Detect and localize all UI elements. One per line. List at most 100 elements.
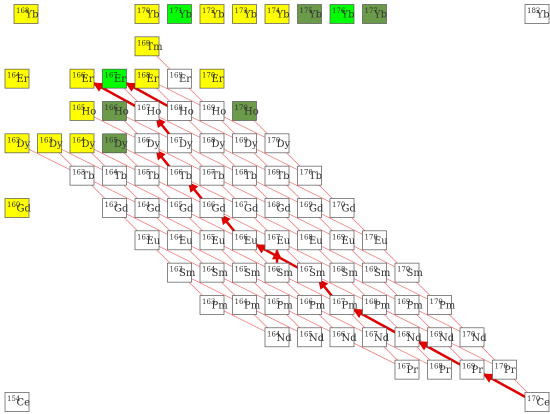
mass-number: 170: [235, 104, 248, 112]
element-symbol: Dy: [82, 139, 96, 150]
element-symbol: Sm: [309, 268, 326, 279]
nuclide-box: [394, 262, 420, 283]
mass-number: 167: [300, 266, 313, 274]
element-symbol: Sm: [179, 268, 196, 279]
nuclide-box: [199, 165, 225, 186]
element-symbol: Dy: [147, 139, 161, 150]
element-symbol: Gd: [342, 203, 357, 214]
nuclide-box: [329, 295, 355, 315]
nuclide-box: [69, 68, 95, 89]
element-symbol: Sm: [407, 268, 424, 279]
element-symbol: Eu: [277, 236, 291, 247]
element-symbol: Yb: [341, 10, 355, 21]
nuclide-box: [13, 4, 39, 24]
nuclide-box: [362, 230, 387, 251]
mass-number: 167: [202, 169, 215, 177]
nuclide-box: [232, 230, 257, 251]
element-symbol: Er: [82, 74, 94, 85]
mass-number: 164: [7, 72, 21, 80]
mass-number: 168: [300, 233, 313, 241]
mass-number: 174: [267, 7, 281, 15]
nuclide-box: [102, 68, 127, 89]
nuclide-box: [199, 295, 225, 315]
mass-number: 169: [170, 72, 183, 80]
flow-arrow: [417, 340, 462, 367]
element-symbol: Gd: [277, 203, 292, 214]
element-symbol: Pr: [472, 365, 484, 376]
mass-number: 163: [105, 201, 118, 209]
mass-number: 169: [397, 298, 410, 306]
mass-number: 164: [267, 330, 281, 338]
element-symbol: Ho: [179, 106, 194, 117]
element-symbol: Pm: [309, 300, 326, 311]
nuclide-box: [134, 68, 160, 89]
nuclide-box: [199, 101, 225, 121]
element-symbol: Nd: [472, 333, 488, 344]
element-symbol: Pm: [342, 300, 359, 311]
element-symbol: Eu: [147, 236, 161, 247]
mass-number: 163: [137, 233, 150, 241]
mass-number: 166: [72, 72, 86, 80]
mass-number: 163: [170, 266, 183, 274]
nuclide-box: [134, 198, 160, 218]
nuclide-box: [297, 262, 322, 283]
nuclide-box: [199, 262, 225, 283]
element-symbol: Ho: [212, 106, 227, 117]
element-symbol: Ce: [17, 397, 31, 408]
nuclide-box: [459, 359, 485, 380]
element-symbol: Sm: [212, 268, 229, 279]
element-symbol: Gd: [244, 203, 259, 214]
element-symbol: Pr: [407, 365, 419, 376]
nuclide-box: [264, 198, 290, 218]
nuclide-box: [102, 133, 127, 154]
flow-arrow: [155, 149, 172, 170]
mass-number: 167: [267, 233, 280, 241]
mass-number: 166: [267, 266, 281, 274]
nuclide-box: [264, 4, 290, 24]
nuclide-box: [297, 295, 322, 315]
element-symbol: Dy: [212, 139, 226, 150]
mass-number: 164: [202, 266, 216, 274]
mass-number: 169: [332, 233, 345, 241]
element-symbol: Gd: [179, 203, 194, 214]
nuclide-box: [524, 4, 550, 24]
mass-number: 167: [170, 136, 183, 144]
mass-number: 173: [235, 7, 248, 15]
nuclide-box: [427, 295, 452, 315]
nuclide-box: [232, 101, 257, 121]
element-symbol: Tb: [82, 171, 95, 182]
mass-number: 167: [105, 72, 118, 80]
element-symbol: Gd: [147, 203, 162, 214]
mass-number: 168: [267, 201, 280, 209]
nuclide-box: [297, 165, 322, 186]
mass-number: 169: [430, 330, 443, 338]
nuclide-box: [264, 262, 290, 283]
nuclide-box: [199, 230, 225, 251]
nuclide-box: [394, 295, 420, 315]
element-symbol: Dy: [277, 139, 291, 150]
nuclide-box: [4, 198, 30, 218]
element-symbol: Dy: [244, 139, 258, 150]
nuclide-box: [69, 101, 95, 121]
mass-number: 168: [397, 330, 410, 338]
